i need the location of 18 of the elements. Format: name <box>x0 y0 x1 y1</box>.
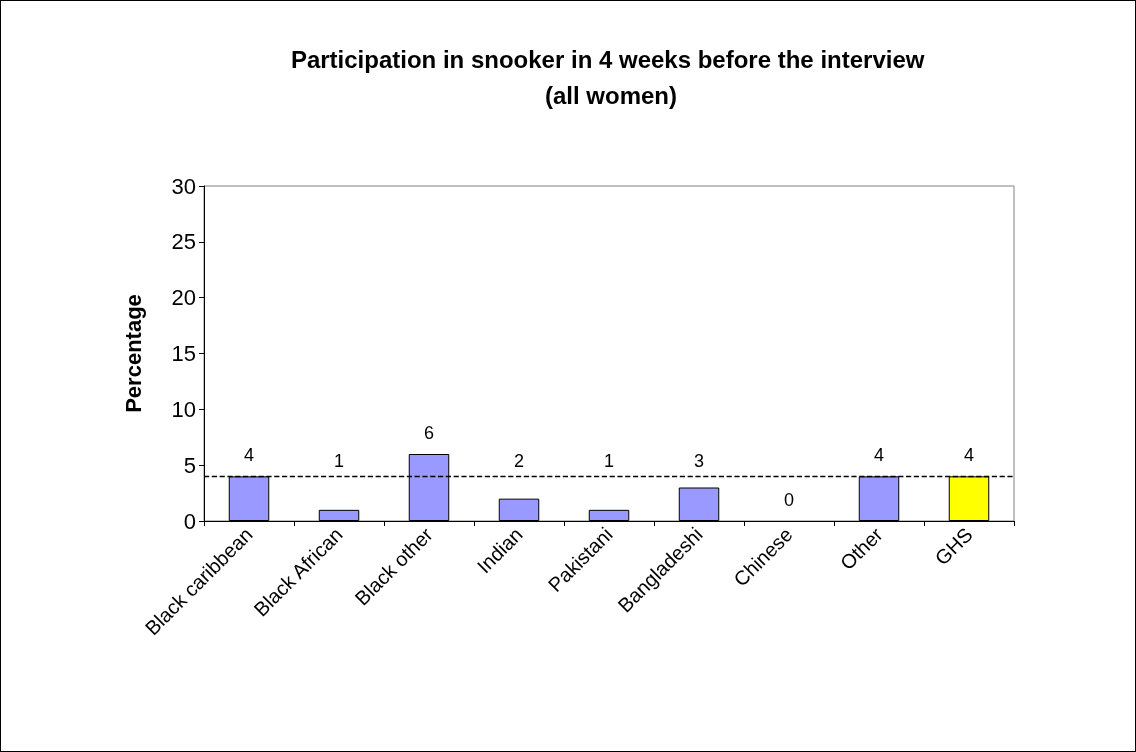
data-label: 1 <box>603 451 615 472</box>
data-label: 2 <box>513 451 525 472</box>
data-label: 1 <box>333 451 345 472</box>
y-tick-label: 20 <box>171 285 196 311</box>
y-tick-label: 25 <box>171 229 196 255</box>
data-label: 4 <box>243 445 255 466</box>
y-tick-label: 15 <box>171 341 196 366</box>
y-tick-label: 30 <box>171 173 196 199</box>
data-label: 4 <box>963 445 975 466</box>
y-axis-title: Percentage <box>120 294 146 413</box>
chart-title: Participation in snooker in 4 weeks before the interview (all women) <box>290 45 932 109</box>
data-label: 4 <box>873 445 885 466</box>
data-label: 6 <box>423 423 435 443</box>
y-tick-label: 5 <box>183 452 196 478</box>
data-label: 3 <box>693 451 705 472</box>
data-label: 0 <box>783 490 795 510</box>
y-tick-label: 10 <box>171 396 196 422</box>
y-tick-label: 0 <box>183 508 196 534</box>
